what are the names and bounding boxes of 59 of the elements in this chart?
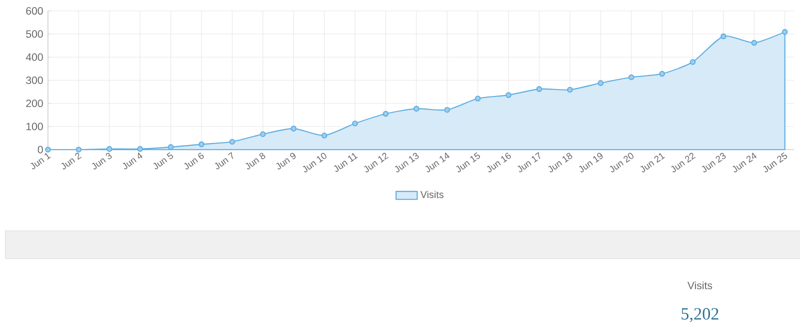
x-tick-label: Jun 16: [486, 152, 511, 172]
point: [229, 138, 236, 145]
point: [352, 120, 358, 126]
point: [76, 146, 82, 153]
point: [321, 132, 328, 138]
x-tick-label: Jun 13: [394, 152, 419, 172]
x-tick-label: Jun 17: [518, 152, 540, 172]
x-tick-label: Jun 5: [153, 152, 173, 170]
x-tick-label: Jun 18: [548, 152, 572, 172]
x-tick-label: Jun 15: [456, 152, 480, 172]
point: [198, 141, 204, 148]
point: [290, 126, 297, 132]
point: [137, 146, 143, 152]
y-tick-label: 400: [26, 53, 43, 61]
point: [782, 29, 788, 35]
x-tick-label: Jun 1: [30, 153, 51, 170]
point: [382, 110, 389, 117]
x-tick-label: Jun 21: [640, 153, 665, 172]
x-tick-label: Jun 19: [579, 152, 603, 172]
x-tick-label: Jun 24: [732, 152, 756, 172]
point: [690, 59, 696, 65]
point: [474, 96, 481, 102]
y-tick-label: 300: [26, 76, 43, 84]
x-tick-label: Jun 12: [364, 152, 389, 172]
point: [628, 74, 634, 80]
x-tick-label: Jun 22: [671, 152, 696, 172]
x-tick-label: Jun 6: [184, 152, 204, 170]
x-tick-label: Jun 3: [92, 152, 112, 170]
point: [414, 106, 420, 112]
point: [45, 146, 51, 153]
point: [567, 86, 573, 93]
x-tick-label: Jun 25: [763, 152, 788, 172]
x-tick-label: Jun 10: [302, 152, 326, 172]
point: [536, 86, 542, 92]
text: 5,202: [682, 308, 718, 322]
x-tick-label: Jun 23: [702, 152, 726, 172]
x-tick-label: Jun 4: [122, 152, 142, 170]
x-tick-label: Jun 11: [334, 153, 358, 172]
point: [506, 92, 512, 98]
y-tick-label: 600: [26, 7, 43, 15]
point: [659, 70, 665, 77]
y-tick-label: 100: [26, 122, 43, 130]
y-tick-label: 500: [26, 30, 43, 38]
point: [106, 146, 112, 152]
point: [598, 80, 604, 86]
x-tick-label: Jun 14: [426, 152, 450, 172]
x-tick-label: Jun 8: [246, 152, 266, 170]
y-tick-label: 0: [38, 146, 43, 154]
x-tick-label: Jun 7: [214, 152, 234, 170]
text: Visits: [687, 282, 712, 290]
x-tick-label: Jun 9: [276, 152, 296, 170]
legend-label: Visits: [420, 190, 444, 198]
y-tick-label: 200: [26, 100, 43, 108]
point: [260, 131, 266, 138]
point: [720, 33, 726, 40]
x-tick-label: Jun 2: [61, 152, 82, 170]
x-tick-label: Jun 20: [610, 152, 634, 172]
point: [751, 40, 758, 46]
point: [444, 106, 450, 113]
